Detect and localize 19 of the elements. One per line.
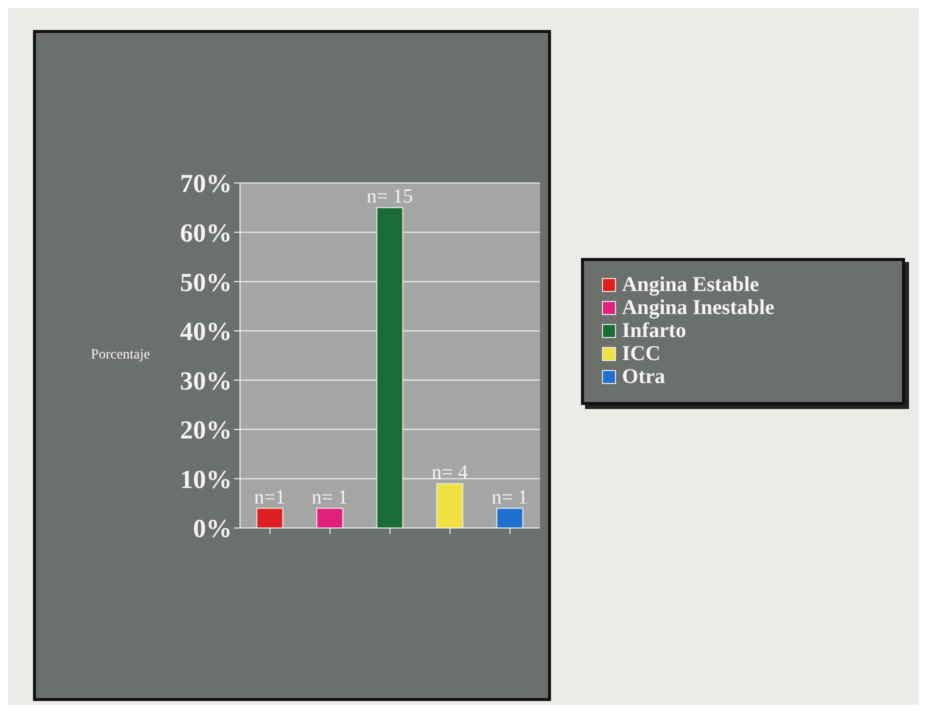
y-tick-label: 70% [180, 169, 232, 198]
legend-label: Otra [622, 364, 666, 389]
annotation: n= 15 [366, 186, 413, 208]
y-tick-label: 0% [193, 514, 232, 544]
annotation: n= 1 [492, 486, 528, 508]
annotation: n= 1 [312, 486, 348, 508]
annotation: n= 4 [432, 462, 468, 484]
annotation: n=1 [254, 486, 286, 508]
y-tick-label: 40% [180, 317, 232, 346]
legend-label: Angina Inestable [622, 295, 774, 320]
y-tick-label: 60% [180, 218, 232, 248]
y-tick-label: 30% [180, 366, 232, 396]
y-tick-label: 10% [180, 464, 232, 494]
legend-label: ICC [622, 341, 661, 366]
y-axis-title: Porcentaje [90, 348, 150, 363]
y-tick-label: 50% [180, 268, 232, 297]
y-tick-label: 20% [180, 416, 232, 445]
legend-label: Infarto [622, 318, 686, 343]
legend-label: Angina Estable [622, 272, 760, 297]
